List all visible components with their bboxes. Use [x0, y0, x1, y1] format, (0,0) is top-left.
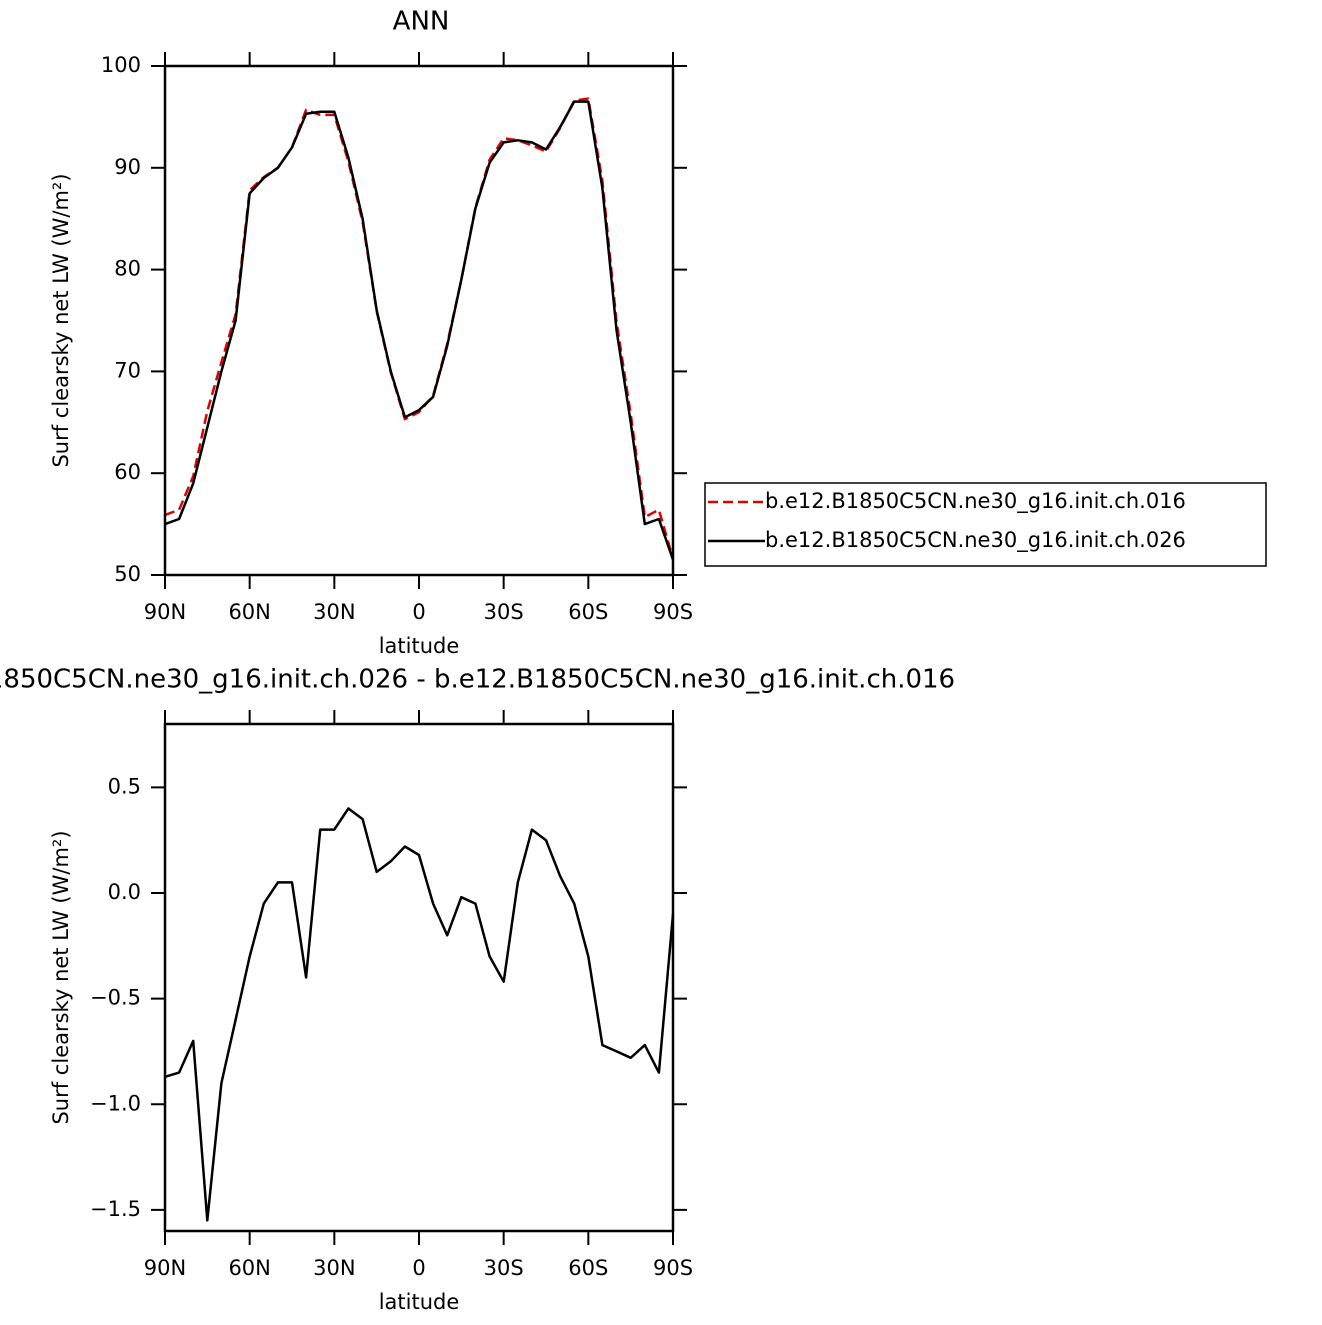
x-tick-label: 60S [568, 600, 608, 624]
x-tick-label: 0 [412, 1256, 425, 1280]
y-axis-label: Surf clearsky net LW (W/m²) [49, 173, 73, 467]
chart-title: ANN [393, 7, 450, 37]
plot-frame [163, 722, 675, 1233]
x-tick-label: 60S [568, 1256, 608, 1280]
x-tick-label: 60N [228, 1256, 270, 1280]
y-tick-label: 80 [114, 257, 141, 281]
legend-box [704, 482, 1267, 567]
plot-frame [163, 64, 675, 577]
y-tick-label: 0.5 [108, 774, 141, 798]
x-tick-label: 90N [144, 1256, 186, 1280]
x-tick-label: 0 [412, 600, 425, 624]
x-tick-label: 30N [313, 600, 355, 624]
data-line [164, 807, 675, 1222]
x-tick-label: 60N [228, 600, 270, 624]
chart-title: b.e12.B1850C5CN.ne30_g16.init.ch.026 - b… [0, 665, 955, 695]
y-axis-label: Surf clearsky net LW (W/m²) [49, 830, 73, 1124]
y-tick-label: −1.0 [90, 1091, 141, 1115]
x-tick-label: 30N [313, 1256, 355, 1280]
x-axis-label: latitude [379, 634, 460, 658]
data-line [164, 97, 675, 560]
x-tick-label: 90S [653, 600, 693, 624]
y-tick-label: −1.5 [90, 1197, 141, 1221]
y-tick-label: 60 [114, 460, 141, 484]
x-tick-label: 30S [484, 1256, 524, 1280]
y-tick-label: 100 [101, 53, 141, 77]
x-tick-label: 90S [653, 1256, 693, 1280]
x-tick-label: 90N [144, 600, 186, 624]
x-tick-label: 30S [484, 600, 524, 624]
legend-label: b.e12.B1850C5CN.ne30_g16.init.ch.026 [765, 528, 1186, 553]
y-tick-label: 70 [114, 358, 141, 382]
x-axis-label: latitude [379, 1290, 460, 1314]
data-line [164, 100, 675, 561]
y-tick-label: 90 [114, 155, 141, 179]
y-tick-label: 0.0 [108, 880, 141, 904]
y-tick-label: −0.5 [90, 986, 141, 1010]
legend-label: b.e12.B1850C5CN.ne30_g16.init.ch.016 [765, 489, 1186, 514]
y-tick-label: 50 [114, 562, 141, 586]
